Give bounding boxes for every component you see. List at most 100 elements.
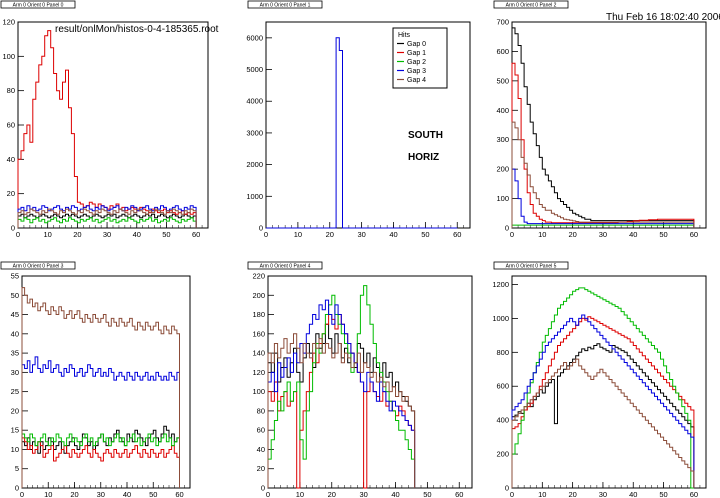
y-tick-label: 40	[257, 445, 265, 454]
chart-panel-2: Arm 0 Orient 0 Panel 20 10 20 30 40 50 6001002…	[493, 0, 707, 239]
x-tick-label: 20	[568, 230, 576, 239]
x-tick-label: 30	[359, 490, 367, 498]
y-tick-label: 180	[252, 310, 265, 319]
chart-title-box	[0, 0, 76, 9]
y-tick-label: 20	[11, 406, 19, 415]
x-tick-label: 60	[690, 230, 698, 239]
y-tick-label: 160	[252, 329, 265, 338]
y-tick-label: 120	[252, 368, 265, 377]
series-line-gap-2	[17, 217, 197, 228]
legend-label: Gap 4	[407, 77, 426, 84]
y-tick-label: 80	[257, 406, 265, 415]
y-tick-label: 4000	[246, 97, 263, 106]
series-line-gap-4	[511, 121, 695, 228]
y-tick-label: 200	[496, 450, 509, 459]
plot-frame	[21, 275, 191, 489]
series-line-gap-1	[21, 437, 180, 488]
y-tick-label: 120	[2, 18, 15, 27]
x-tick-label: 30	[357, 230, 365, 239]
y-tick-label: 20	[257, 464, 265, 473]
series-line-gap-1	[511, 62, 695, 228]
legend-label: Gap 3	[407, 68, 426, 75]
series-line-gap-2	[21, 433, 180, 488]
x-tick-label: 40	[123, 490, 131, 498]
x-tick-label: 50	[421, 230, 429, 239]
series-line-gap-0	[17, 213, 197, 228]
x-tick-label: 10	[538, 490, 546, 498]
chart-title-box	[247, 261, 323, 270]
y-tick-label: 140	[252, 349, 265, 358]
y-tick-label: 700	[496, 18, 509, 27]
x-tick-label: 30	[599, 490, 607, 498]
x-tick-label: 0	[510, 490, 514, 498]
annotation-horiz: HORIZ	[408, 152, 439, 163]
x-tick-label: 30	[103, 230, 111, 239]
y-tick-label: 400	[496, 416, 509, 425]
y-tick-label: 35	[11, 349, 19, 358]
x-tick-label: 50	[423, 490, 431, 498]
x-tick-label: 40	[391, 490, 399, 498]
y-tick-label: 60	[7, 121, 15, 130]
y-tick-label: 45	[11, 310, 19, 319]
series-line-gap-4	[511, 358, 695, 488]
legend-label: Gap 1	[407, 50, 426, 57]
x-tick-label: 10	[296, 490, 304, 498]
legend-title: Hits	[398, 32, 411, 39]
plot-frame	[511, 21, 707, 229]
legend: Hits Gap 0 Gap 1 Gap 2 Gap 3 Gap 4	[392, 27, 448, 89]
chart-title-box	[493, 0, 569, 9]
legend-label: Gap 2	[407, 59, 426, 66]
chart-title: Arm 0 Orient 0 Panel 2	[506, 3, 557, 9]
y-tick-label: 800	[496, 348, 509, 357]
y-tick-label: 0	[505, 484, 509, 493]
y-tick-label: 50	[11, 291, 19, 300]
x-tick-label: 30	[599, 230, 607, 239]
x-tick-label: 40	[629, 490, 637, 498]
x-tick-label: 0	[16, 230, 20, 239]
x-tick-label: 10	[44, 230, 52, 239]
series-line-gap-4	[17, 208, 197, 228]
y-tick-label: 400	[496, 106, 509, 115]
x-tick-label: 10	[294, 230, 302, 239]
y-tick-label: 0	[505, 224, 509, 233]
x-tick-label: 50	[162, 230, 170, 239]
x-tick-label: 60	[192, 230, 200, 239]
x-tick-label: 10	[538, 230, 546, 239]
x-tick-label: 0	[20, 490, 24, 498]
y-tick-label: 5000	[246, 65, 263, 74]
chart-title-box	[0, 261, 76, 270]
y-tick-label: 500	[496, 76, 509, 85]
y-tick-label: 10	[11, 445, 19, 454]
y-tick-label: 600	[496, 382, 509, 391]
y-tick-label: 100	[2, 52, 15, 61]
y-tick-label: 100	[496, 194, 509, 203]
y-tick-label: 5	[15, 464, 19, 473]
y-tick-label: 30	[11, 368, 19, 377]
series-line-gap-3	[511, 314, 695, 488]
y-tick-label: 2000	[246, 160, 263, 169]
annotation-south: SOUTH	[408, 130, 443, 141]
chart-title: Arm 0 Orient 0 Panel 4	[260, 264, 311, 270]
x-tick-label: 0	[510, 230, 514, 239]
chart-title: Arm 0 Orient 0 Panel 3	[13, 264, 64, 270]
series-line-gap-4	[21, 287, 180, 488]
y-tick-label: 0	[259, 224, 263, 233]
series-line-gap-3	[266, 37, 458, 229]
x-tick-label: 0	[266, 490, 270, 498]
x-tick-label: 40	[133, 230, 141, 239]
timestamp-label: Thu Feb 16 18:02:40 2006	[606, 12, 720, 23]
series-line-gap-3	[511, 168, 695, 228]
x-tick-label: 30	[97, 490, 105, 498]
y-tick-label: 20	[7, 189, 15, 198]
y-tick-label: 300	[496, 135, 509, 144]
y-tick-label: 100	[252, 387, 265, 396]
x-tick-label: 60	[453, 230, 461, 239]
x-tick-label: 40	[629, 230, 637, 239]
y-tick-label: 15	[11, 426, 19, 435]
x-tick-label: 50	[659, 490, 667, 498]
y-tick-label: 1200	[492, 280, 509, 289]
y-tick-label: 25	[11, 387, 19, 396]
x-tick-label: 20	[326, 230, 334, 239]
series-line-gap-4	[267, 333, 416, 488]
